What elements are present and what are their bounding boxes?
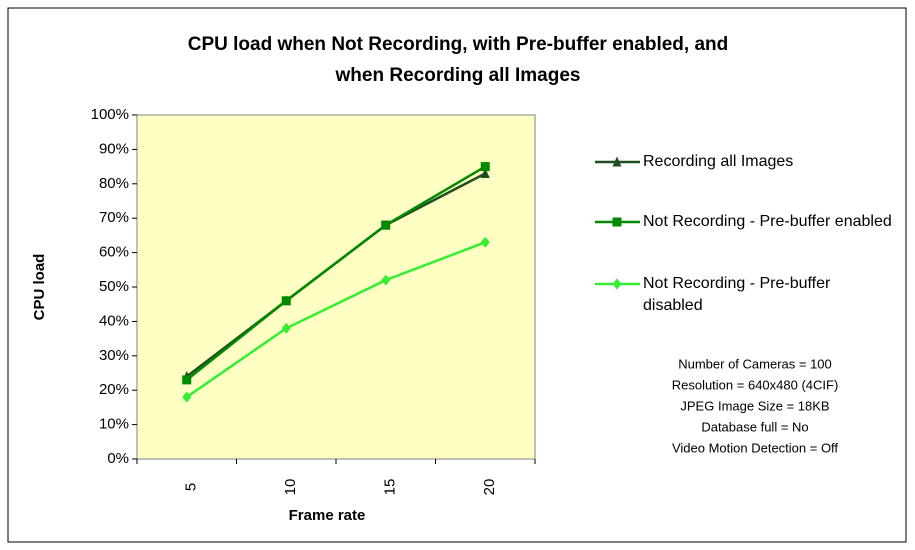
marker [612,217,622,227]
marker [381,274,391,286]
marker [182,391,192,403]
y-tick-label: 50% [99,278,129,295]
y-tick-label: 70% [99,209,129,226]
marker [381,220,391,230]
marker [612,278,622,290]
marker [480,162,490,172]
y-tick-label: 90% [99,140,129,157]
marker [281,296,291,306]
marker [612,156,622,167]
annotation: JPEG Image Size = 18KB [680,398,829,413]
y-tick-label: 30% [99,347,129,364]
x-tick-label: 10 [282,479,299,496]
x-tick-label: 15 [382,479,399,496]
marker [480,236,490,248]
chart-title: CPU load when Not Recording, with Pre-bu… [188,34,728,55]
annotation: Number of Cameras = 100 [678,356,832,371]
legend-label: Not Recording - Pre-buffer disabled [643,275,831,314]
y-tick-label: 100% [91,106,129,123]
marker [182,375,192,385]
series-line [185,165,486,381]
x-axis-label: Frame rate [289,507,366,524]
y-tick-label: 20% [99,381,129,398]
y-tick-label: 80% [99,175,129,192]
y-axis-label: CPU load [31,254,48,321]
y-tick-label: 10% [99,416,129,433]
chart-title: when Recording all Images [335,65,581,86]
x-tick-label: 20 [481,479,498,496]
y-tick-label: 40% [99,312,129,329]
y-tick-label: 60% [99,244,129,261]
legend-label: Recording all Images [643,153,793,170]
annotation: Resolution = 640x480 (4CIF) [672,377,839,392]
marker [480,167,490,178]
plot-area [136,114,536,460]
y-tick-label: 0% [107,450,129,467]
legend-label: Not Recording - Pre-buffer enabled [643,213,892,230]
annotation: Database full = No [701,419,808,434]
series-line [186,241,486,399]
x-tick-label: 5 [183,483,200,491]
marker [281,322,291,334]
annotation: Video Motion Detection = Off [672,440,838,455]
